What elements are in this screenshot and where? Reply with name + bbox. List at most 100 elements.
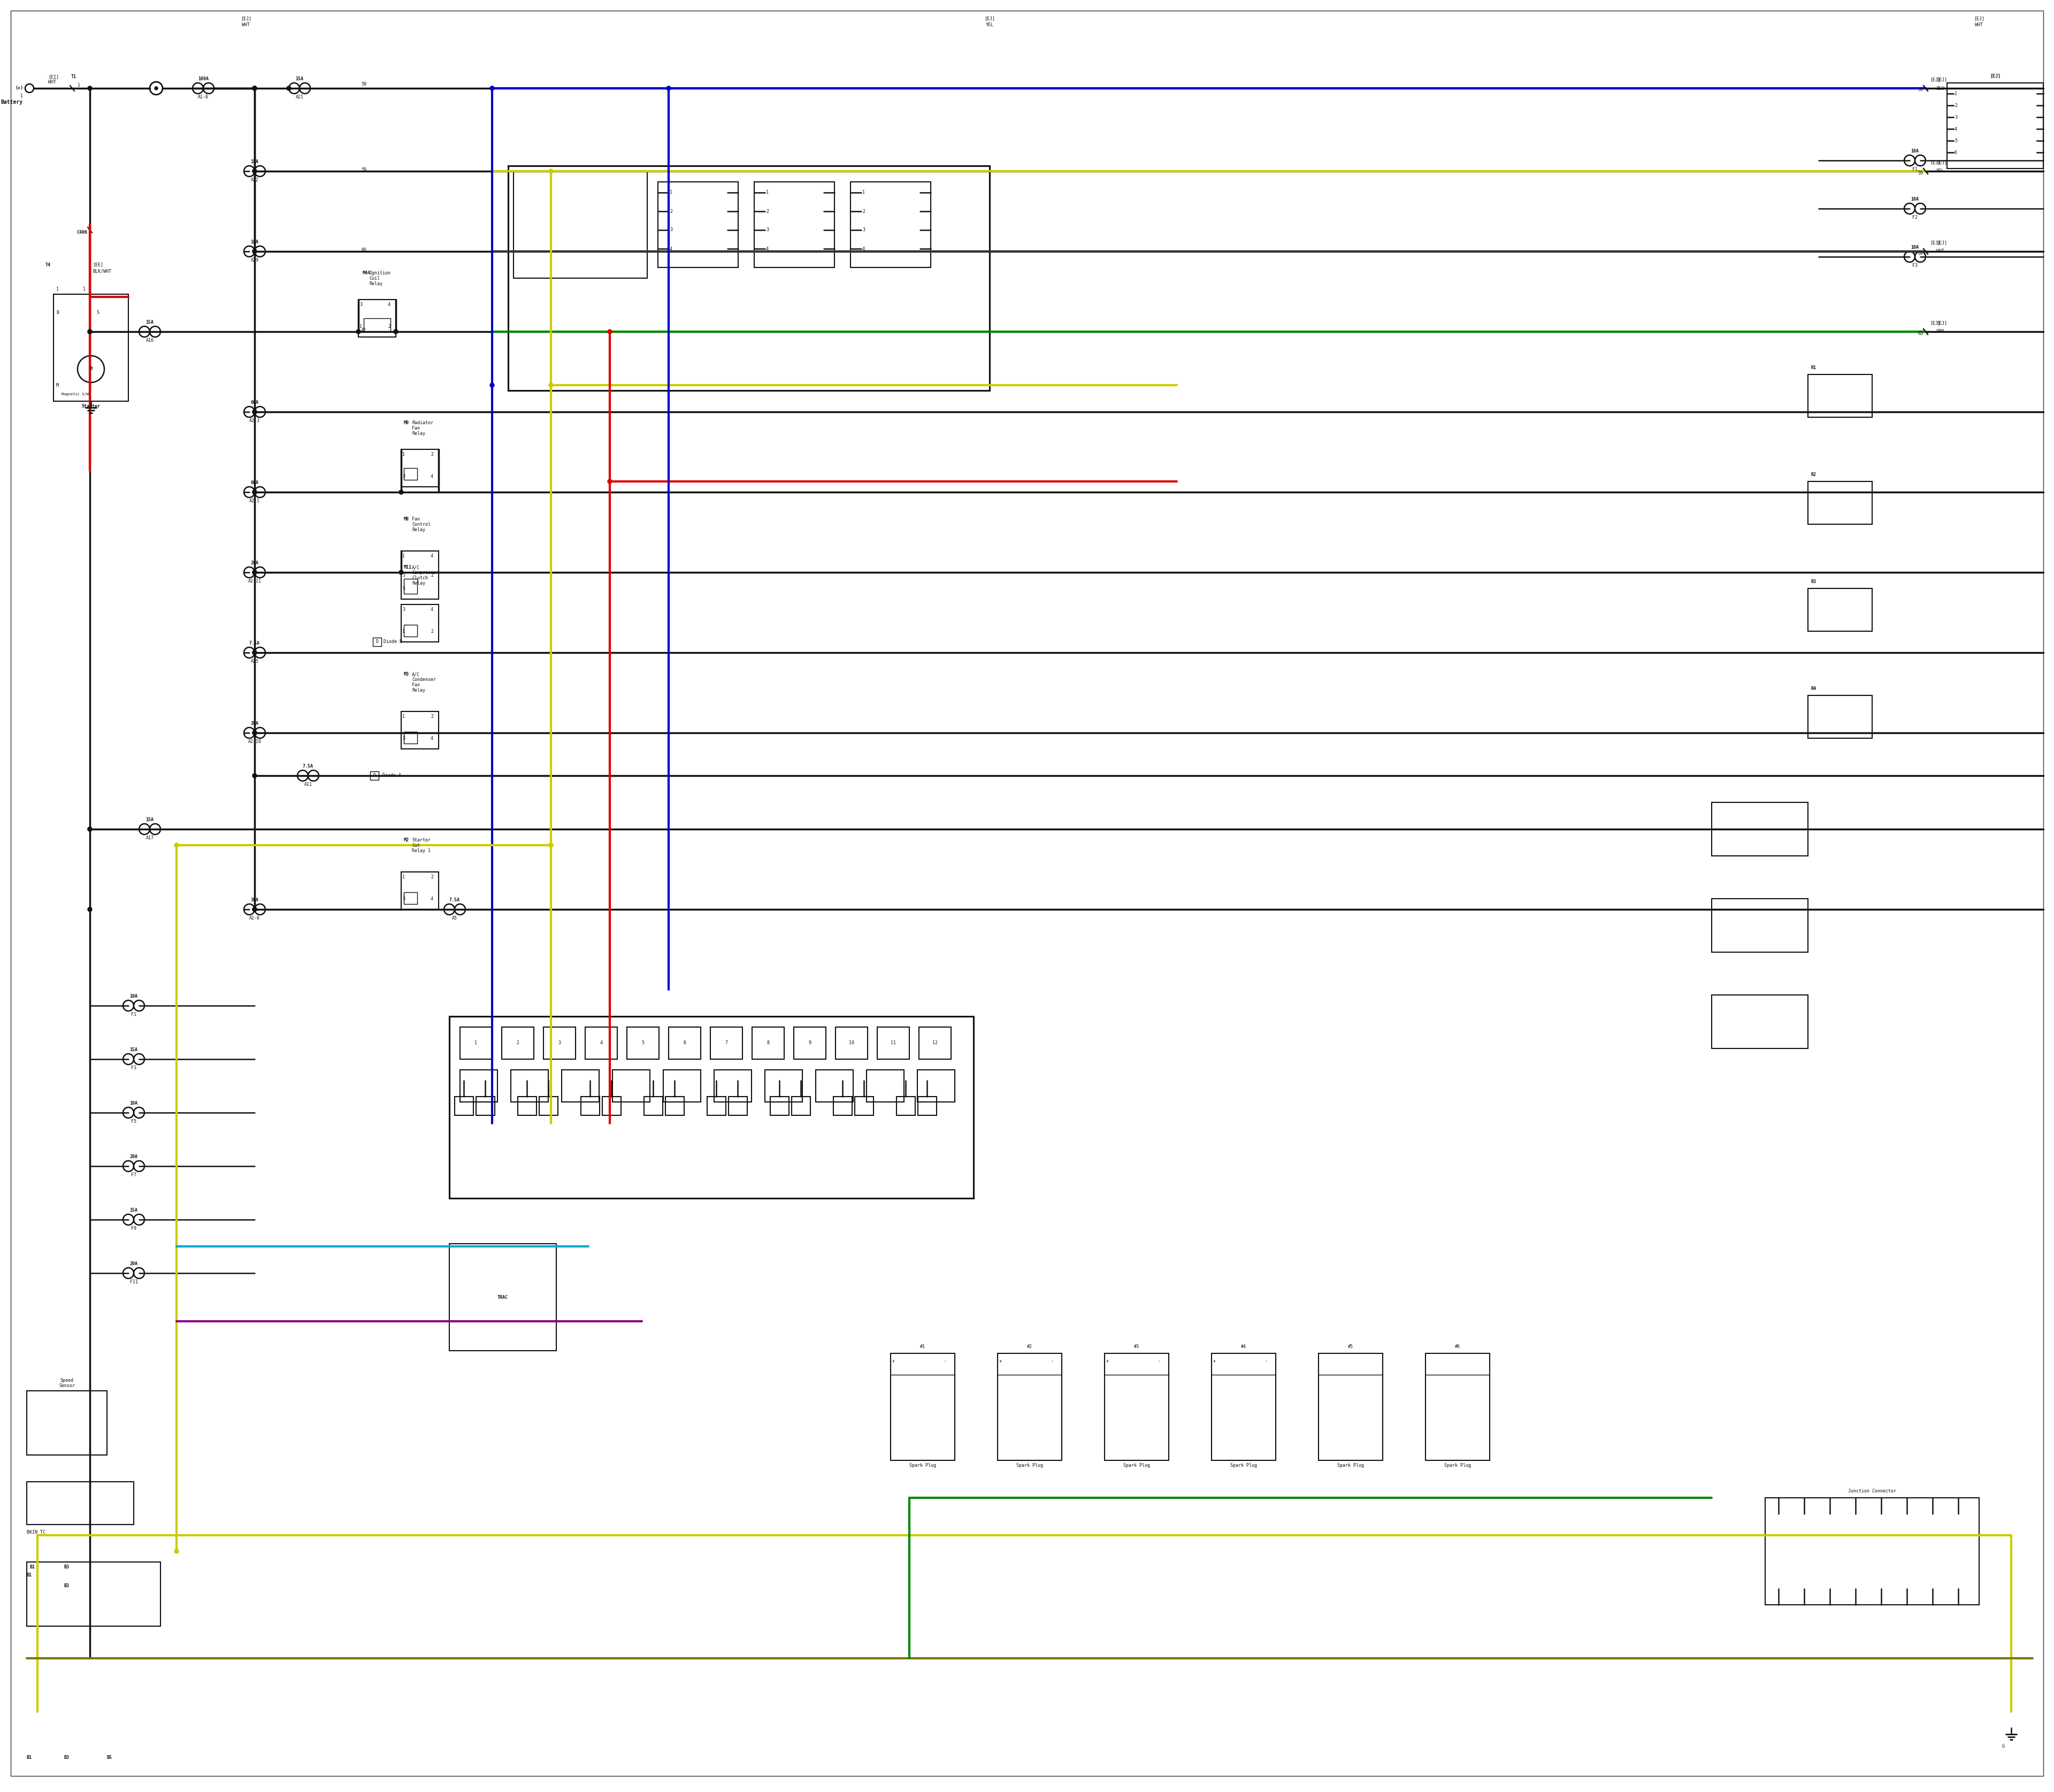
Bar	[477, 1097, 495, 1115]
Bar	[754, 181, 834, 267]
Text: 4: 4	[600, 1041, 602, 1045]
Bar	[357, 299, 396, 337]
Bar	[561, 1070, 600, 1102]
Text: 15A: 15A	[129, 1047, 138, 1052]
Bar	[715, 1070, 752, 1102]
Bar	[918, 1027, 951, 1059]
Text: 3: 3	[863, 228, 865, 233]
Text: 7: 7	[725, 1041, 727, 1045]
Bar	[998, 1353, 1062, 1460]
Circle shape	[398, 570, 403, 575]
Bar	[665, 1097, 684, 1115]
Bar	[867, 1070, 904, 1102]
Text: Starter: Starter	[413, 837, 431, 842]
Text: 15A: 15A	[251, 159, 259, 165]
Text: 1: 1	[403, 874, 405, 880]
Text: M11: M11	[405, 564, 413, 570]
Text: [EJ]: [EJ]	[1931, 77, 1941, 82]
Text: 10A: 10A	[1910, 197, 1918, 202]
Text: M: M	[55, 383, 60, 387]
Text: A2-6: A2-6	[249, 916, 261, 921]
Bar	[405, 731, 417, 744]
Bar	[514, 172, 647, 278]
Bar	[450, 1016, 974, 1199]
Text: A21: A21	[296, 95, 304, 100]
Text: 5: 5	[641, 1041, 645, 1045]
Text: 10A: 10A	[129, 1100, 138, 1106]
Text: D: D	[374, 772, 376, 778]
Text: [EJ]: [EJ]	[1931, 321, 1941, 324]
Text: Condenser: Condenser	[413, 677, 435, 683]
Circle shape	[88, 330, 92, 333]
Text: 3: 3	[403, 573, 405, 577]
Circle shape	[253, 168, 257, 174]
Bar	[891, 1353, 955, 1460]
Text: +: +	[1107, 1358, 1109, 1364]
Text: [EJ]: [EJ]	[1990, 73, 2001, 79]
Bar	[405, 892, 417, 903]
Bar	[507, 167, 990, 391]
Text: (+): (+)	[14, 86, 23, 91]
Text: +: +	[891, 1358, 896, 1364]
Circle shape	[253, 410, 257, 414]
Bar	[370, 771, 378, 780]
Text: F7: F7	[131, 1172, 136, 1177]
Bar	[670, 1027, 700, 1059]
Text: 60A: 60A	[251, 480, 259, 486]
Text: F3: F3	[1912, 263, 1918, 269]
Text: -: -	[945, 1358, 947, 1364]
Text: WHT: WHT	[1976, 23, 1982, 27]
Bar	[544, 1027, 575, 1059]
Text: 1: 1	[1955, 91, 1957, 97]
Text: 2: 2	[863, 210, 865, 213]
Bar	[450, 1244, 557, 1351]
Text: 1: 1	[359, 324, 362, 330]
Text: 1: 1	[863, 190, 865, 195]
Text: A/C: A/C	[413, 564, 419, 570]
Bar	[1212, 1353, 1276, 1460]
Bar	[511, 1070, 548, 1102]
Text: -: -	[1265, 1358, 1267, 1364]
Text: Diode A: Diode A	[382, 772, 401, 778]
Circle shape	[88, 826, 92, 831]
Text: Relay: Relay	[413, 527, 425, 532]
Bar	[1947, 82, 2044, 168]
Text: B3: B3	[64, 1584, 70, 1588]
Text: A25: A25	[251, 659, 259, 663]
Text: 1: 1	[82, 287, 86, 292]
Text: Battery: Battery	[0, 100, 23, 106]
Text: Relay 1: Relay 1	[413, 848, 431, 853]
Circle shape	[175, 842, 179, 848]
Text: 15A: 15A	[146, 817, 154, 823]
Bar	[896, 1097, 916, 1115]
Bar	[612, 1070, 649, 1102]
Bar	[626, 1027, 659, 1059]
Text: 10A: 10A	[129, 995, 138, 998]
Text: 42: 42	[362, 328, 366, 333]
Circle shape	[253, 249, 257, 253]
Text: Fan: Fan	[413, 683, 419, 688]
Text: A2-11: A2-11	[249, 579, 261, 584]
Text: [EJ]: [EJ]	[1974, 16, 1984, 22]
Bar	[405, 468, 417, 480]
Circle shape	[253, 570, 257, 575]
Circle shape	[398, 489, 403, 495]
Text: 2: 2	[431, 629, 433, 634]
Text: -: -	[1052, 1358, 1054, 1364]
Text: 15A: 15A	[296, 77, 304, 81]
Circle shape	[548, 168, 553, 174]
Text: 2: 2	[431, 715, 433, 719]
Text: Control: Control	[413, 521, 431, 527]
Text: F3: F3	[131, 1066, 136, 1070]
Text: 2: 2	[388, 324, 390, 330]
Text: [EJ]: [EJ]	[1937, 77, 1947, 82]
Text: [EJ]: [EJ]	[1931, 240, 1941, 246]
Bar	[877, 1027, 910, 1059]
Text: Ignition: Ignition	[370, 271, 390, 276]
Text: 55: 55	[1918, 170, 1923, 176]
Text: 65: 65	[1918, 332, 1923, 335]
Text: #4: #4	[1241, 1344, 1247, 1349]
Circle shape	[253, 907, 257, 912]
Text: 60: 60	[1918, 251, 1923, 256]
Text: 50: 50	[1918, 88, 1923, 91]
